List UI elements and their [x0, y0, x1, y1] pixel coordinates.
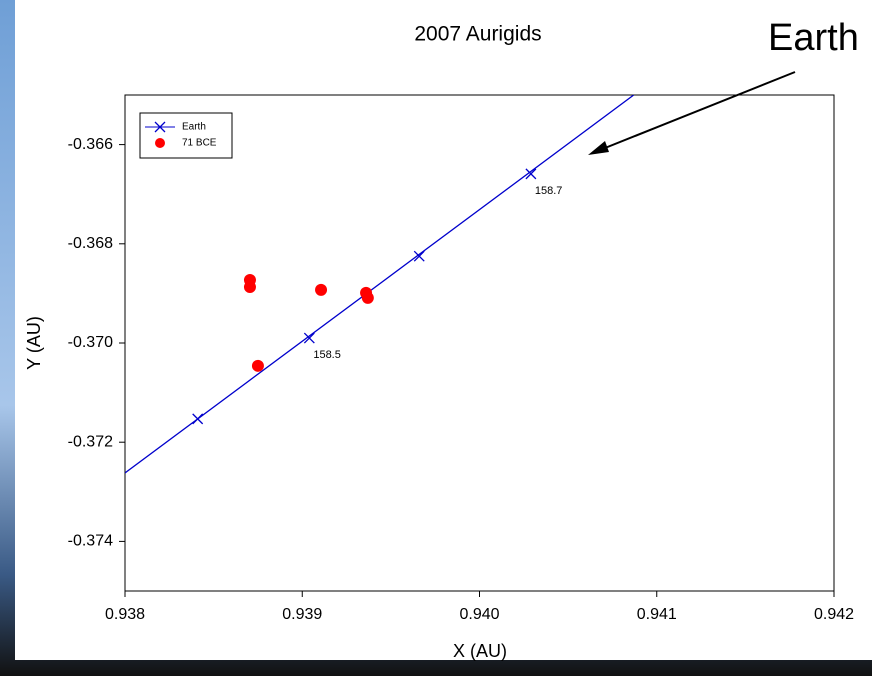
point-label: 158.7 — [535, 185, 563, 197]
point — [251, 359, 264, 372]
marker — [413, 250, 425, 262]
legend-box — [139, 112, 233, 159]
x-tick-label: 0.942 — [814, 606, 854, 623]
y-tick-label: -0.366 — [68, 136, 113, 153]
panel — [15, 0, 872, 660]
x-tick-label: 0.939 — [282, 606, 322, 623]
chart-title: 2007 Aurigids — [414, 23, 541, 46]
point-label: 158.5 — [313, 349, 341, 361]
point — [315, 283, 328, 296]
marker — [154, 121, 166, 133]
annotation: Earth — [768, 17, 859, 59]
y-tick-label: -0.368 — [68, 235, 113, 252]
x-tick-label: 0.941 — [637, 606, 677, 623]
x-tick-label: 0.938 — [105, 606, 145, 623]
arrow-head — [588, 141, 609, 155]
arrow — [599, 71, 796, 151]
y-axis-label: Y (AU) — [24, 316, 44, 370]
x-axis-label: X (AU) — [453, 641, 507, 661]
x-tick-label: 0.940 — [459, 606, 499, 623]
marker — [525, 168, 537, 180]
legend-label: 71 BCE — [182, 138, 217, 149]
point — [243, 280, 256, 293]
line — [125, 95, 635, 474]
legend: Earth 71 BCE — [139, 112, 233, 159]
y-tick-label: -0.370 — [68, 334, 113, 351]
marker — [192, 413, 204, 425]
plot-area — [125, 95, 635, 474]
point — [361, 291, 374, 304]
y-tick-label: -0.374 — [68, 533, 113, 550]
legend-marker — [155, 138, 165, 148]
marker — [303, 332, 315, 344]
legend-label: Earth — [182, 122, 206, 133]
y-tick-label: -0.372 — [68, 433, 113, 450]
